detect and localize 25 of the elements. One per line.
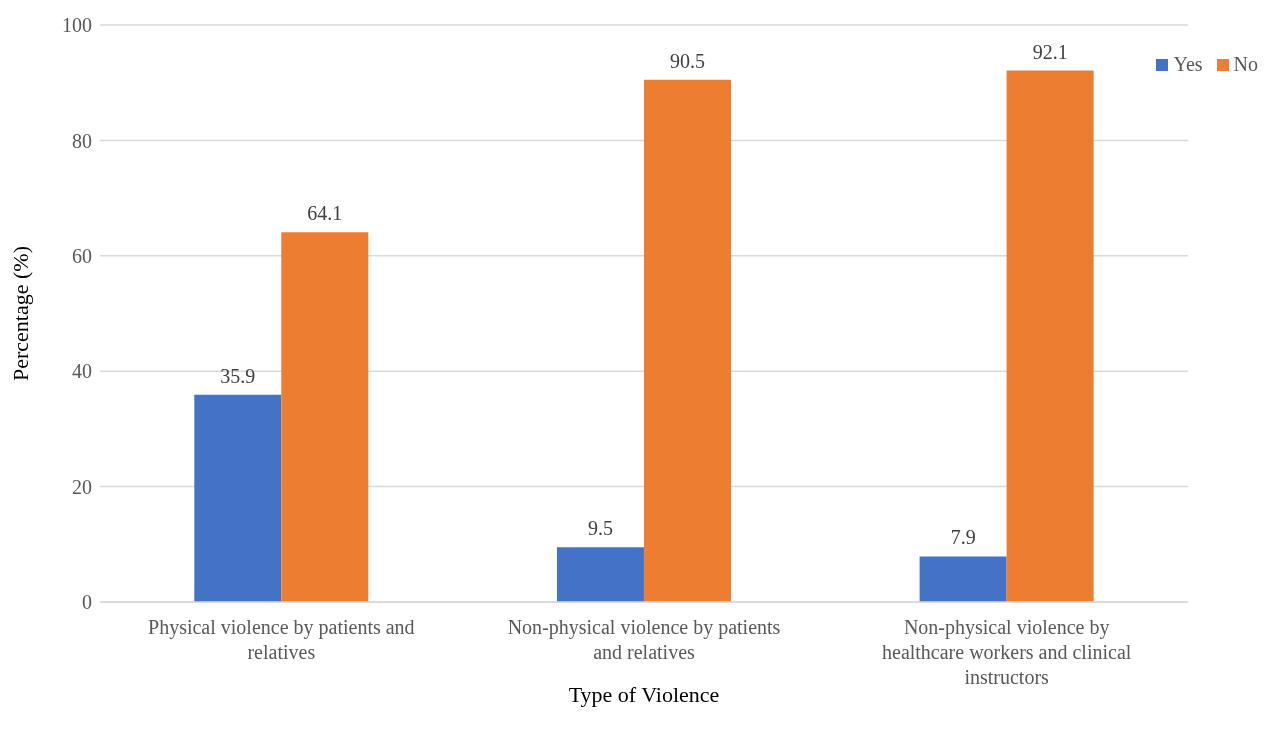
bar: [1006, 70, 1094, 602]
y-tick-label: 40: [72, 360, 92, 383]
data-label: 92.1: [1032, 40, 1068, 63]
y-tick-label: 60: [72, 244, 92, 267]
bar: [556, 547, 644, 602]
bar: [194, 394, 282, 602]
data-label: 35.9: [220, 364, 256, 387]
bar: [281, 232, 369, 602]
x-tick-label: Physical violence by patients and relatives: [148, 616, 415, 663]
y-tick-label: 0: [82, 591, 92, 614]
legend-label: No: [1232, 53, 1258, 76]
x-tick-label: Non-physical violence by healthcare workers and clinical instructors: [882, 616, 1132, 688]
y-tick-label: 20: [72, 475, 92, 498]
y-axis-title: Percentage (%): [7, 246, 33, 381]
y-tick-label: 100: [62, 14, 92, 37]
x-tick-label: Non-physical violence by patients and relatives: [507, 616, 781, 663]
y-tick-label: 80: [72, 129, 92, 152]
bar: [643, 79, 731, 602]
data-label: 64.1: [307, 202, 343, 225]
x-axis-title: Type of Violence: [568, 682, 720, 707]
data-label: 9.5: [587, 517, 613, 540]
data-label: 7.9: [950, 526, 976, 549]
data-label: 90.5: [669, 49, 705, 72]
bar: [919, 556, 1007, 602]
legend-label: Yes: [1172, 53, 1203, 76]
